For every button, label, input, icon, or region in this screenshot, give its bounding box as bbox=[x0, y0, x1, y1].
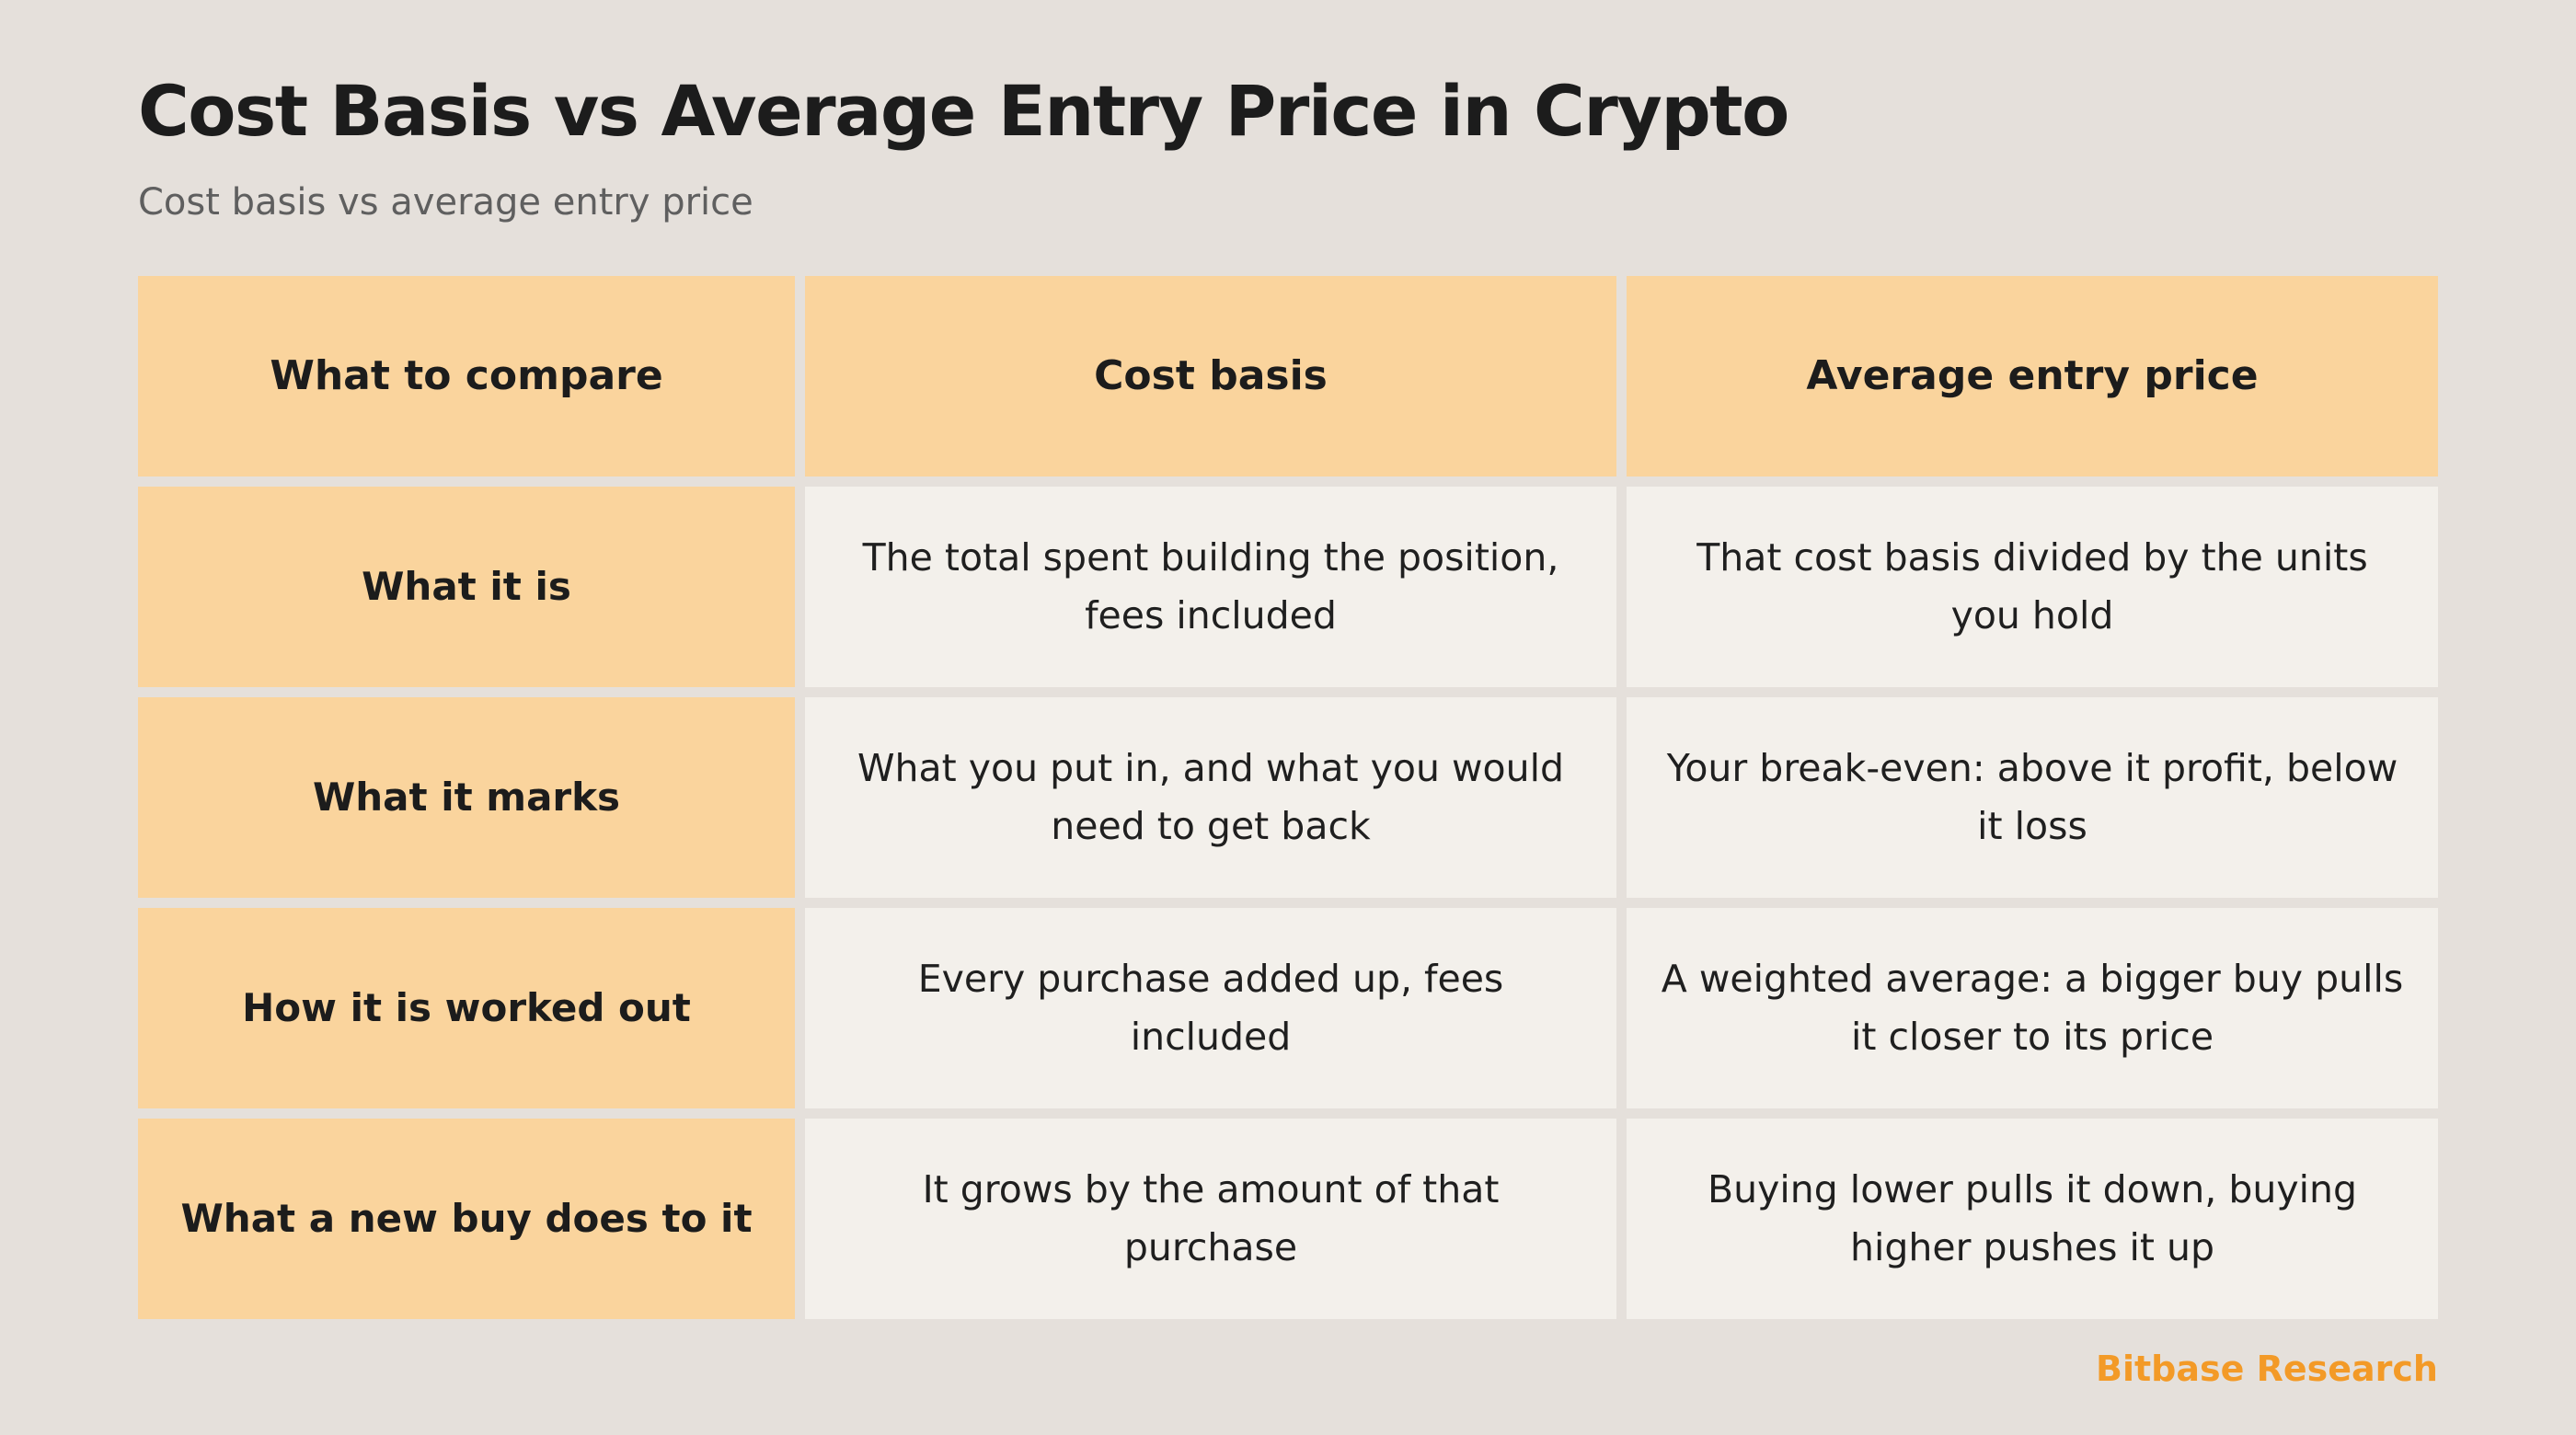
average-entry-what-it-is: That cost basis divided by the units you… bbox=[1627, 487, 2438, 687]
brand-credit: Bitbase Research bbox=[2095, 1349, 2438, 1389]
cost-basis-how-it-is-worked-out: Every purchase added up, fees included bbox=[805, 908, 1616, 1108]
cost-basis-what-a-new-buy-does: It grows by the amount of that purchase bbox=[805, 1119, 1616, 1319]
row-label-how-it-is-worked-out: How it is worked out bbox=[138, 908, 795, 1108]
comparison-table: What to compare Cost basis Average entry… bbox=[138, 276, 2438, 1319]
average-entry-how-it-is-worked-out: A weighted average: a bigger buy pulls i… bbox=[1627, 908, 2438, 1108]
header-average-entry-price: Average entry price bbox=[1627, 276, 2438, 476]
cost-basis-what-it-is: The total spent building the position, f… bbox=[805, 487, 1616, 687]
average-entry-what-a-new-buy-does: Buying lower pulls it down, buying highe… bbox=[1627, 1119, 2438, 1319]
cost-basis-what-it-marks: What you put in, and what you would need… bbox=[805, 697, 1616, 898]
header-cost-basis: Cost basis bbox=[805, 276, 1616, 476]
row-label-what-a-new-buy-does: What a new buy does to it bbox=[138, 1119, 795, 1319]
row-label-what-it-is: What it is bbox=[138, 487, 795, 687]
row-label-what-it-marks: What it marks bbox=[138, 697, 795, 898]
average-entry-what-it-marks: Your break-even: above it profit, below … bbox=[1627, 697, 2438, 898]
header-what-to-compare: What to compare bbox=[138, 276, 795, 476]
page-title: Cost Basis vs Average Entry Price in Cry… bbox=[138, 70, 1789, 152]
page-subtitle: Cost basis vs average entry price bbox=[138, 181, 753, 224]
